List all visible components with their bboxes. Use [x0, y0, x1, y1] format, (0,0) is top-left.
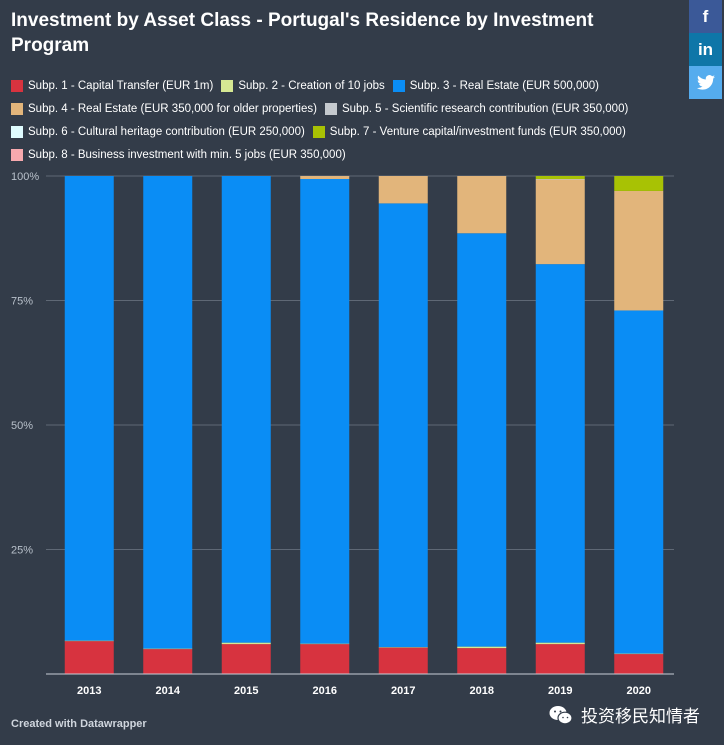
bar-segment [457, 176, 507, 234]
x-tick-label: 2018 [470, 685, 494, 697]
bar-segment [378, 203, 428, 648]
y-tick-label: 25% [11, 545, 33, 557]
bar-segment [614, 190, 664, 311]
chart-title: Investment by Asset Class - Portugal's R… [11, 10, 594, 56]
legend-label: Subp. 8 - Business investment with min. … [28, 149, 346, 161]
x-tick-label: 2019 [548, 685, 572, 697]
bar-segment [535, 644, 585, 674]
bar-segment [378, 647, 428, 674]
legend-item: Subp. 5 - Scientific research contributi… [324, 99, 629, 119]
linkedin-share-button[interactable]: in [689, 33, 722, 66]
watermark-text: 投资移民知情者 [581, 707, 700, 726]
legend-item: Subp. 6 - Cultural heritage contribution… [11, 122, 305, 142]
bar-segment [300, 178, 350, 644]
legend-label: Subp. 5 - Scientific research contributi… [341, 103, 629, 115]
legend-item: Subp. 4 - Real Estate (EUR 350,000 for o… [11, 99, 317, 119]
bar-segment [457, 648, 507, 674]
legend-label: Subp. 2 - Creation of 10 jobs [238, 80, 385, 92]
bar-segment [64, 176, 114, 641]
datawrapper-credit[interactable]: Created with Datawrapper [11, 718, 147, 730]
chart-legend: Subp. 1 - Capital Transfer (EUR 1m) Subp.… [11, 76, 691, 168]
legend-swatch [11, 126, 23, 138]
legend-swatch [11, 80, 23, 92]
wechat-icon [549, 705, 573, 724]
bar-segment [457, 646, 507, 649]
linkedin-icon: in [697, 39, 714, 59]
bar-segment [457, 233, 507, 647]
facebook-icon: f [702, 6, 709, 26]
legend-swatch [11, 149, 23, 161]
y-tick-label: 50% [11, 420, 33, 432]
x-tick-label: 2015 [234, 685, 258, 697]
legend-label: Subp. 7 - Venture capital/investment fun… [329, 126, 626, 138]
bar-segment [614, 654, 664, 674]
twitter-share-button[interactable] [689, 66, 722, 99]
bar-segment [378, 176, 428, 204]
legend-swatch [324, 103, 337, 115]
bar-segment [64, 641, 114, 674]
legend-label: Subp. 3 - Real Estate (EUR 500,000) [409, 80, 599, 92]
bar-segment [300, 644, 350, 674]
bar-segment [221, 176, 271, 643]
bar-segment [535, 176, 585, 179]
bar-segment [143, 649, 193, 674]
legend-label: Subp. 4 - Real Estate (EUR 350,000 for o… [28, 103, 317, 115]
x-tick-label: 2014 [156, 685, 181, 697]
legend-swatch [312, 126, 325, 138]
legend-item: Subp. 8 - Business investment with min. … [11, 145, 346, 165]
bar-segment [535, 264, 585, 643]
legend-item: Subp. 2 - Creation of 10 jobs [221, 76, 385, 96]
x-tick-label: 2017 [391, 685, 415, 697]
x-tick-label: 2020 [627, 685, 651, 697]
facebook-share-button[interactable]: f [689, 0, 722, 33]
legend-item: Subp. 1 - Capital Transfer (EUR 1m) [11, 76, 213, 96]
legend-label: Subp. 1 - Capital Transfer (EUR 1m) [28, 80, 214, 92]
legend-swatch [11, 103, 23, 115]
legend-item: Subp. 7 - Venture capital/investment fun… [312, 122, 626, 142]
bar-segment [300, 176, 350, 179]
bar-segment [614, 176, 664, 191]
legend-item: Subp. 3 - Real Estate (EUR 500,000) [392, 76, 599, 96]
x-tick-label: 2013 [77, 685, 101, 697]
x-tick-label: 2016 [313, 685, 337, 697]
share-bar: f in [689, 0, 722, 99]
watermark: 投资移民知情者 [549, 702, 700, 727]
twitter-icon [696, 75, 715, 90]
bar-segment [221, 642, 271, 645]
bar-segment [535, 179, 585, 265]
bar-segment [614, 310, 664, 654]
bar-segment [535, 642, 585, 645]
bar-segment [143, 176, 193, 649]
bar-segment [221, 644, 271, 674]
y-tick-label: 75% [11, 296, 33, 308]
legend-swatch [221, 80, 234, 92]
legend-label: Subp. 6 - Cultural heritage contribution… [28, 126, 305, 138]
legend-swatch [392, 80, 405, 92]
y-tick-label: 100% [11, 171, 39, 183]
